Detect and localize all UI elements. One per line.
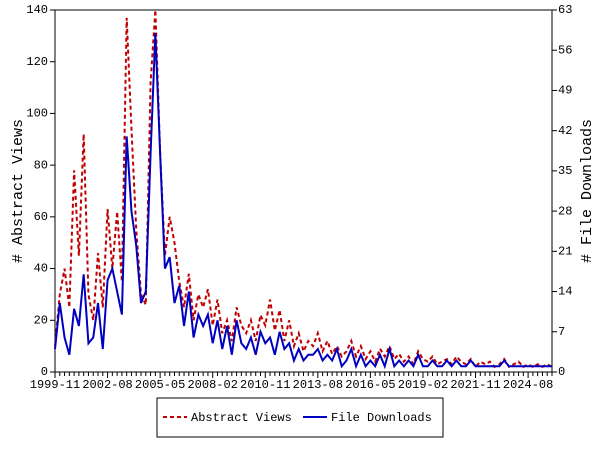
y2-axis-title: # File Downloads xyxy=(579,119,596,263)
y2-tick-label: 14 xyxy=(558,285,572,299)
y-tick-label: 60 xyxy=(34,210,48,224)
legend-label: Abstract Views xyxy=(191,411,292,425)
x-tick-label: 2010-11 xyxy=(240,378,290,392)
y2-tick-label: 42 xyxy=(558,124,572,138)
x-tick-label: 2008-02 xyxy=(187,378,237,392)
y2-tick-label: 56 xyxy=(558,43,572,57)
y2-tick-label: 49 xyxy=(558,84,572,98)
x-tick-label: 2013-08 xyxy=(293,378,343,392)
x-tick-label: 2016-05 xyxy=(345,378,395,392)
y-tick-label: 0 xyxy=(41,365,48,379)
y2-tick-label: 28 xyxy=(558,204,572,218)
y2-tick-label: 35 xyxy=(558,164,572,178)
y-tick-label: 120 xyxy=(26,55,48,69)
y-tick-label: 80 xyxy=(34,158,48,172)
y-tick-label: 100 xyxy=(26,107,48,121)
y2-tick-label: 63 xyxy=(558,3,572,17)
x-tick-label: 2005-05 xyxy=(135,378,185,392)
y2-tick-label: 21 xyxy=(558,245,572,259)
x-tick-label: 2019-02 xyxy=(398,378,448,392)
y-tick-label: 40 xyxy=(34,262,48,276)
y-axis-title: # Abstract Views xyxy=(10,119,27,263)
series-line xyxy=(54,32,552,370)
x-tick-label: 2002-08 xyxy=(82,378,132,392)
legend-box xyxy=(156,397,444,438)
series-line xyxy=(54,9,553,369)
x-tick-label: 1999-11 xyxy=(30,378,80,392)
x-tick-label: 2024-08 xyxy=(503,378,553,392)
y-tick-label: 20 xyxy=(34,313,48,327)
y2-tick-label: 7 xyxy=(558,325,565,339)
y-tick-label: 140 xyxy=(26,3,48,17)
y2-tick-label: 0 xyxy=(558,365,565,379)
legend-label: File Downloads xyxy=(331,411,432,425)
x-tick-label: 2021-11 xyxy=(450,378,500,392)
